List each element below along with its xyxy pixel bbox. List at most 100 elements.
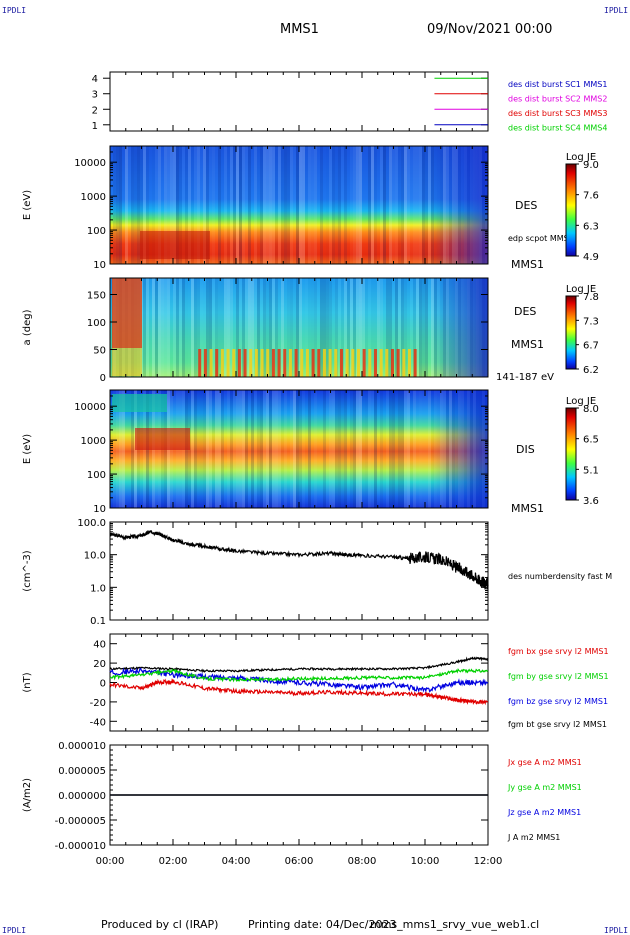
pitch-band-stripe xyxy=(373,349,377,377)
spectrogram-stripe xyxy=(290,390,293,508)
spectrogram-stripe xyxy=(341,390,344,508)
spectrogram-stripe xyxy=(218,278,221,377)
spectrogram-stripe xyxy=(206,146,209,264)
spectrogram-stripe xyxy=(398,146,401,264)
spectrogram-stripe xyxy=(326,278,329,377)
spectrogram-stripe xyxy=(275,390,278,508)
spectrogram-stripe xyxy=(242,390,245,508)
pitch-band-stripe xyxy=(334,349,338,377)
spectrogram-stripe xyxy=(389,278,392,377)
spectrogram-stripe xyxy=(416,146,419,264)
spectrogram-stripe xyxy=(323,390,326,508)
spectrogram-stripe xyxy=(257,390,260,508)
spectrogram-stripe xyxy=(356,278,359,377)
y-axis-label: (cm^-3) xyxy=(22,550,33,591)
scpot-label: edp scpot MMS1 xyxy=(508,234,574,243)
colorbar-tick-label: 6.2 xyxy=(583,365,599,376)
spectrogram-stripe xyxy=(392,146,395,264)
spectrogram-stripe xyxy=(206,278,209,377)
dis-hot-region xyxy=(135,428,190,450)
y-tick-label: 10 xyxy=(93,504,106,515)
spectrogram-stripe xyxy=(167,278,170,377)
spectrogram-stripe xyxy=(386,146,389,264)
bfield-line xyxy=(109,667,489,693)
spectrogram-stripe xyxy=(224,278,227,377)
des-hot-region xyxy=(140,231,210,259)
spectrogram-stripe xyxy=(368,146,371,264)
spectrogram-stripe xyxy=(380,390,383,508)
spectrogram-stripe xyxy=(332,390,335,508)
spectrogram-stripe xyxy=(242,146,245,264)
spectrogram-stripe xyxy=(329,390,332,508)
spectrogram-stripe xyxy=(389,146,392,264)
spectrogram-stripe xyxy=(338,146,341,264)
y-tick-label: 10000 xyxy=(74,402,106,413)
spectrogram-stripe xyxy=(413,146,416,264)
spectrogram-stripe xyxy=(374,146,377,264)
spacecraft-title: MMS1 xyxy=(280,22,319,37)
pitch-band-stripe xyxy=(294,349,298,377)
pitch-band-stripe xyxy=(220,349,224,377)
spectrogram-stripe xyxy=(335,146,338,264)
spectrogram-stripe xyxy=(257,146,260,264)
pitch-band-stripe xyxy=(322,349,326,377)
y-tick-label: 1.0 xyxy=(90,583,106,594)
spectrogram-stripe xyxy=(182,146,185,264)
spectrogram-stripe xyxy=(419,146,422,264)
pitch-energy-range: 141-187 eV xyxy=(496,372,554,383)
bfield-line xyxy=(109,656,489,673)
spectrogram-stripe xyxy=(347,146,350,264)
spectrogram-stripe xyxy=(239,146,242,264)
spectrogram-stripe xyxy=(401,278,404,377)
spectrogram-stripe xyxy=(323,278,326,377)
spectrogram-stripe xyxy=(194,390,197,508)
y-tick-label: 4 xyxy=(92,74,98,85)
spectrogram-stripe xyxy=(113,146,116,264)
spectrogram-stripe xyxy=(263,390,266,508)
spectrogram-stripe xyxy=(236,278,239,377)
spectrogram-stripe xyxy=(230,278,233,377)
panel-frame xyxy=(109,71,489,132)
spectrogram-stripe xyxy=(329,146,332,264)
spectrogram-stripe xyxy=(338,278,341,377)
spectrogram-stripe xyxy=(350,390,353,508)
spectrogram-stripe xyxy=(140,146,143,264)
spectrogram-stripe xyxy=(428,146,431,264)
spectrogram-stripe xyxy=(311,278,314,377)
pitch-band-stripe xyxy=(215,349,219,377)
spectrogram-stripe xyxy=(227,146,230,264)
y-tick-label: 10000 xyxy=(74,158,106,169)
pitch-band-stripe xyxy=(402,349,406,377)
spectrogram-stripe xyxy=(122,390,125,508)
spectrogram-stripe xyxy=(110,278,113,377)
pitch-band-stripe xyxy=(317,349,321,377)
spectrogram-stripe xyxy=(332,146,335,264)
spectrogram-stripe xyxy=(347,278,350,377)
y-tick-label: 20 xyxy=(93,659,106,670)
pitch-band-stripe xyxy=(300,349,304,377)
pitch-band-stripe xyxy=(288,349,292,377)
y-tick-label: -40 xyxy=(90,717,106,728)
colorbar-tick-label: 6.5 xyxy=(583,435,599,446)
y-tick-label: -0.000010 xyxy=(55,841,106,852)
spectrogram-stripe xyxy=(119,146,122,264)
spectrogram-stripe xyxy=(305,390,308,508)
spectrogram-stripe xyxy=(341,278,344,377)
spectrogram-stripe xyxy=(371,390,374,508)
spectrogram-stripe xyxy=(428,278,431,377)
spectrogram-stripe xyxy=(266,278,269,377)
spectrogram-stripe xyxy=(209,390,212,508)
spectrogram-stripe xyxy=(410,146,413,264)
time-axis-label: 08:00 xyxy=(348,856,377,867)
spectrogram-stripe xyxy=(248,278,251,377)
spectrogram-stripe xyxy=(188,146,191,264)
spectrogram-stripe xyxy=(299,146,302,264)
y-axis-label: (nT) xyxy=(22,672,33,692)
spectrogram-stripe xyxy=(314,390,317,508)
spectrogram-stripe xyxy=(200,390,203,508)
spectrogram-stripe xyxy=(191,390,194,508)
spectrogram-stripe xyxy=(245,146,248,264)
y-axis-label: a (deg) xyxy=(22,309,33,345)
spectrogram-stripe xyxy=(248,390,251,508)
spectrogram-stripe xyxy=(344,390,347,508)
